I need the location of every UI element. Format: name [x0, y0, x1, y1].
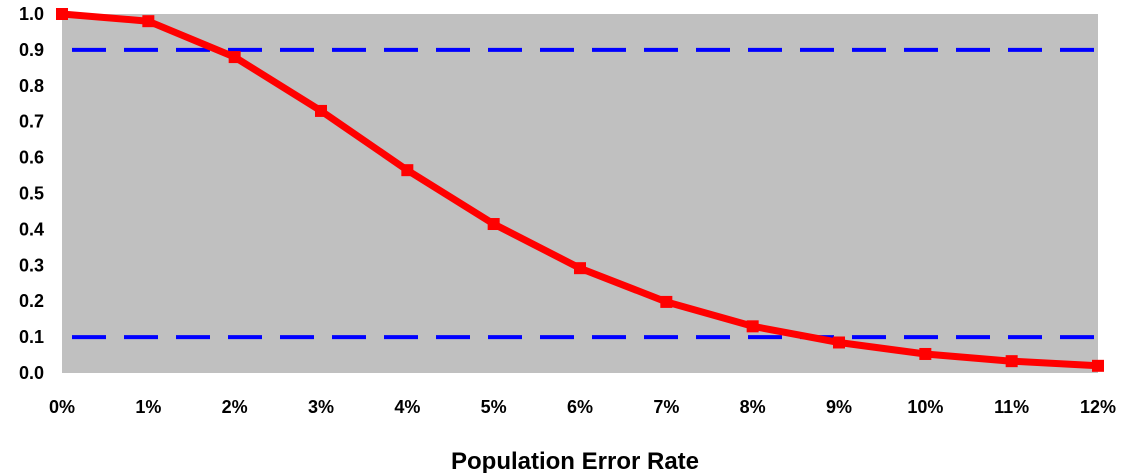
reference-lines [62, 47, 1098, 340]
data-point-marker [660, 295, 673, 308]
y-tick-label: 0.2 [19, 291, 44, 311]
x-axis-tick-labels: 0% 1% 2% 3% 4% 5% 6% 7% 8% 9% 10% 11% 12% [49, 397, 1116, 417]
x-tick-label: 5% [481, 397, 507, 417]
y-tick-label: 0.6 [19, 148, 44, 168]
y-tick-label: 1.0 [19, 4, 44, 24]
x-tick-label: 2% [222, 397, 248, 417]
data-point-marker [574, 262, 586, 275]
x-tick-label: 6% [567, 397, 593, 417]
y-tick-label: 0.8 [19, 76, 44, 96]
x-tick-label: 9% [826, 397, 852, 417]
data-point-marker [1092, 359, 1104, 372]
x-tick-label: 7% [653, 397, 679, 417]
y-tick-label: 0.3 [19, 255, 44, 275]
data-point-marker [142, 15, 155, 28]
y-tick-label: 0.5 [19, 184, 44, 204]
data-point-marker [228, 51, 241, 64]
x-axis-title: Population Error Rate [451, 448, 699, 473]
x-tick-label: 12% [1080, 397, 1116, 417]
x-tick-label: 0% [49, 397, 75, 417]
plot-area [62, 14, 1098, 373]
data-point-marker [1005, 355, 1018, 368]
y-tick-label: 0.0 [19, 363, 44, 383]
data-point-marker [487, 218, 500, 231]
x-tick-label: 11% [994, 397, 1029, 417]
x-tick-label: 10% [907, 397, 943, 417]
data-point-marker [401, 164, 414, 177]
data-point-marker [315, 104, 327, 117]
data-point-marker [746, 320, 759, 333]
y-tick-label: 0.9 [19, 40, 44, 60]
y-tick-label: 0.4 [19, 219, 44, 239]
y-tick-label: 0.1 [19, 327, 44, 347]
data-point-marker [919, 347, 932, 360]
data-point-marker [833, 336, 845, 349]
series-layer [56, 8, 1104, 372]
x-tick-label: 4% [394, 397, 420, 417]
y-tick-label: 0.7 [19, 112, 44, 132]
x-tick-label: 8% [740, 397, 766, 417]
data-point-marker [56, 8, 68, 20]
y-axis-tick-labels: 0.0 0.1 0.2 0.3 0.4 0.5 0.6 0.7 0.8 0.9 1.0 [19, 4, 44, 383]
x-tick-label: 3% [308, 397, 334, 417]
x-tick-label: 1% [135, 397, 161, 417]
